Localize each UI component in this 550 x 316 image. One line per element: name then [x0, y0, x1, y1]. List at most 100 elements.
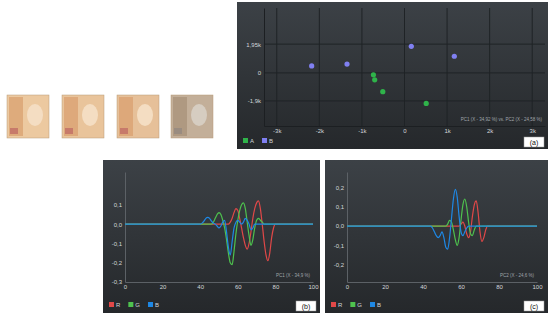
- legend-swatch: [128, 302, 133, 307]
- tick: -0,2: [112, 260, 125, 266]
- annotation: PC1 (X - 34,92 %) vs. PC2 (X - 24,58 %): [461, 117, 543, 122]
- line: [347, 199, 537, 245]
- line: [125, 217, 313, 255]
- tick: 60: [458, 282, 465, 290]
- axis-line: [264, 9, 265, 127]
- banknote-portrait: [82, 104, 98, 126]
- banknote-band: [119, 97, 133, 136]
- tick-label: 60: [458, 284, 465, 290]
- tick-label: -0,1: [334, 243, 345, 249]
- panel: 020406080100-0,3-0,2-0,10,00,1RGBPC1 (X …: [103, 160, 320, 313]
- tick: 0,2: [336, 185, 347, 191]
- series: [371, 72, 429, 106]
- banknote: [62, 95, 104, 138]
- point: [309, 63, 314, 68]
- tick-label: 0,1: [114, 202, 123, 208]
- banknote: [117, 95, 159, 138]
- tick: 80: [496, 282, 503, 290]
- series: [309, 44, 457, 69]
- legend-swatch: [331, 302, 336, 307]
- point: [409, 44, 414, 49]
- tick: 100: [532, 282, 543, 290]
- tick-label: -1,9k: [248, 98, 262, 104]
- tick-label: 0,0: [114, 222, 123, 228]
- tick-label: 80: [496, 284, 503, 290]
- tick-label: 0: [258, 70, 262, 76]
- panel-background: [325, 160, 548, 313]
- tick: 1,95k: [246, 42, 264, 48]
- line: [125, 203, 313, 265]
- banknote-paper: [62, 95, 104, 138]
- tick: 0,1: [114, 202, 125, 208]
- grid-line: [264, 44, 545, 45]
- legend-item: B: [148, 302, 159, 308]
- tick: 60: [235, 282, 242, 290]
- axis-line: [125, 173, 126, 283]
- panel-background: [103, 160, 320, 313]
- tick-label: 3k: [530, 128, 537, 134]
- banknote-mark: [120, 128, 128, 134]
- legend-swatch: [109, 302, 114, 307]
- grid-line: [404, 8, 405, 126]
- banknote-mark: [10, 128, 18, 134]
- tick-label: 0,0: [336, 223, 345, 229]
- tick: -0,3: [112, 279, 125, 285]
- tick: 20: [160, 282, 167, 290]
- legend-label: R: [338, 302, 343, 308]
- panel-label: (a): [530, 139, 539, 147]
- tick: -0,1: [334, 243, 347, 249]
- tick-label: -1k: [358, 128, 367, 134]
- grid: [264, 8, 545, 126]
- line: [347, 201, 537, 242]
- tick: 40: [420, 282, 427, 290]
- y-axis: -0,2-0,10,00,10,2: [334, 173, 348, 283]
- axis-line: [126, 282, 314, 283]
- axis-line: [347, 173, 348, 283]
- tick: 20: [382, 282, 389, 290]
- annotation: PC1 (X - 34,9 %): [276, 273, 311, 278]
- legend-label: B: [155, 302, 159, 308]
- tick-label: 80: [273, 284, 280, 290]
- grid-line: [447, 8, 448, 126]
- tick: 0: [258, 70, 264, 76]
- legend-item: R: [331, 302, 343, 308]
- tick: 0,0: [336, 223, 347, 229]
- legend-swatch: [262, 138, 267, 143]
- y-axis: -1,9k 0 1,95k: [246, 9, 264, 127]
- legend: AB: [243, 138, 273, 144]
- legend: RGB: [109, 302, 159, 308]
- legend-item: A: [243, 138, 254, 144]
- x-axis: -3k-2k-1k01k2k3k: [265, 126, 546, 134]
- x-axis: 020406080100: [346, 282, 543, 290]
- legend-swatch: [148, 302, 153, 307]
- grid-line: [489, 8, 490, 126]
- line: [125, 201, 313, 261]
- banknote-portrait: [27, 104, 43, 126]
- banknote-band: [64, 97, 78, 136]
- point: [424, 101, 429, 106]
- tick-label: 2k: [487, 128, 494, 134]
- legend-item: R: [109, 302, 121, 308]
- point: [372, 77, 377, 82]
- y-axis: -0,3-0,2-0,10,00,1: [112, 173, 126, 286]
- legend-item: B: [370, 302, 381, 308]
- point: [344, 61, 349, 66]
- legend-swatch: [243, 138, 248, 143]
- tick-label: -2k: [316, 128, 325, 134]
- tick: 0,0: [114, 222, 125, 228]
- tick: 3k: [530, 126, 537, 134]
- legend: RGB: [331, 302, 381, 308]
- legend-label: A: [250, 138, 254, 144]
- banknote-band: [9, 97, 23, 136]
- panel-label-box: [524, 137, 544, 147]
- banknote: [171, 95, 213, 138]
- banknote-paper: [171, 95, 213, 138]
- line: [347, 189, 537, 249]
- legend-label: B: [269, 138, 273, 144]
- legend-label: G: [357, 302, 362, 308]
- tick-label: 1,95k: [246, 42, 262, 48]
- axis-line: [265, 126, 546, 127]
- banknote-portrait: [137, 104, 153, 126]
- banknote-mark: [174, 128, 182, 134]
- banknote-mark: [65, 128, 73, 134]
